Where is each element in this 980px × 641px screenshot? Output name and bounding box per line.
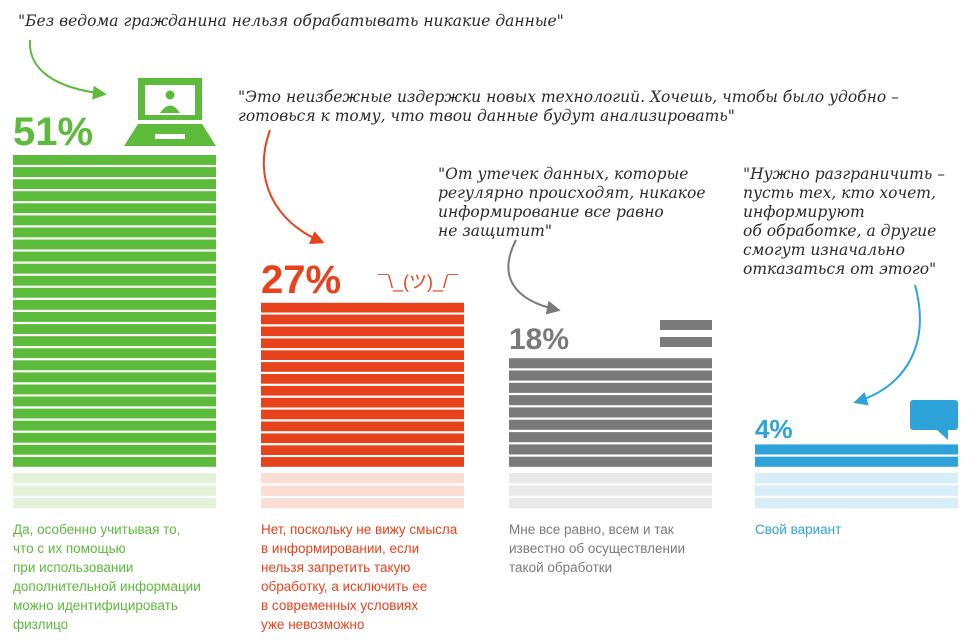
bar-1-ghost-stripe: [13, 498, 216, 509]
bar-2-stripe: [261, 374, 464, 384]
bar-1-stripe: [13, 155, 216, 165]
bar-2-ghost-stripe: [261, 473, 464, 484]
bar-1-ghost-stripe: [13, 485, 216, 496]
bar-4-stripe: [755, 456, 958, 467]
bar-1-stripe: [13, 263, 216, 274]
bar-2-stripe: [261, 421, 464, 432]
bar-2-stripe: [261, 397, 464, 408]
bar-1-stripe: [13, 275, 216, 286]
bar-1-stripe: [13, 372, 216, 383]
quote-3: "От утечек данных, которые регулярно про…: [438, 165, 706, 240]
bar-2-stripe: [261, 362, 464, 372]
bar-3-stripe: [509, 358, 712, 369]
arrow-quote-3: [507, 239, 561, 315]
speech-bubble-icon: [910, 400, 958, 440]
value-label-4: 4%: [755, 414, 793, 444]
bar-1-stripe: [13, 167, 216, 177]
arrow-quote-4: [853, 284, 921, 406]
bar-3-stripe: [509, 395, 712, 406]
bar-2-stripe: [261, 385, 464, 396]
bar-3-stripe: [509, 419, 712, 430]
bar-1-stripe: [13, 179, 216, 190]
bar-1-stripe: [13, 287, 216, 298]
bar-1-stripe: [13, 324, 216, 334]
quote-2: "Это неизбежные издержки новых технологи…: [238, 88, 899, 125]
laptop-person-icon: [124, 78, 216, 146]
bar-1-stripe: [13, 420, 216, 431]
arrow-quote-1: [28, 39, 107, 100]
bar-3-stripe: [509, 432, 712, 443]
bar-3-stripe: [509, 382, 712, 393]
quote-1: "Без ведома гражданина нельзя обрабатыва…: [18, 12, 564, 30]
value-label-2: 27%: [261, 258, 342, 302]
bar-1-ghost-stripe: [13, 473, 216, 484]
bar-1-stripe: [13, 336, 216, 347]
caption-1: Да, особенно учитывая то, что с их помощ…: [13, 522, 201, 632]
bar-1-stripe: [13, 456, 216, 467]
bar-1-stripe: [13, 348, 216, 359]
bar-3-stripe: [509, 407, 712, 418]
bar-3-stripe: [509, 456, 712, 467]
bar-2-stripe: [261, 314, 464, 325]
emoticon-shrug: ¯\_(ツ)_/¯: [378, 272, 458, 292]
arrow-quote-2: [262, 129, 325, 245]
bar-2-stripe: [261, 326, 464, 337]
bar-1-stripe: [13, 432, 216, 443]
bar-1-stripe: [13, 227, 216, 238]
bar-2-stripe: [261, 350, 464, 360]
bar-1-stripe: [13, 215, 216, 226]
bar-4-ghost-stripe: [755, 473, 958, 484]
bar-1-stripe: [13, 396, 216, 407]
bar-2-ghost-stripe: [261, 485, 464, 496]
bar-2-stripe: [261, 457, 464, 467]
bar-1-stripe: [13, 444, 216, 455]
bar-1-stripe: [13, 191, 216, 202]
bar-1-stripe: [13, 312, 216, 322]
bar-3-stripe: [509, 444, 712, 455]
caption-2: Нет, поскольку не вижу смысла в информир…: [261, 522, 458, 632]
bar-3-ghost-stripe: [509, 498, 712, 509]
bar-2-stripe: [261, 409, 464, 420]
quote-4: "Нужно разграничить – пусть тех, кто хоч…: [743, 165, 945, 278]
equals-icon: [660, 320, 712, 347]
bar-4-ghost-stripe: [755, 498, 958, 509]
bar-3-stripe: [509, 370, 712, 381]
bar-3-ghost-stripe: [509, 485, 712, 496]
bar-1-stripe: [13, 360, 216, 371]
bar-4-ghost-stripe: [755, 485, 958, 496]
bar-1-stripe: [13, 408, 216, 419]
bar-1-stripe: [13, 239, 216, 250]
bar-2-stripe: [261, 445, 464, 455]
bar-1-stripe: [13, 384, 216, 395]
bar-1-stripe: [13, 203, 216, 214]
value-label-3: 18%: [509, 323, 570, 356]
bar-2-stripe: [261, 338, 464, 349]
bar-1-stripe: [13, 299, 216, 310]
bar-4-stripe: [755, 444, 958, 455]
caption-4: Свой вариант: [755, 522, 842, 537]
bar-3-ghost-stripe: [509, 473, 712, 484]
value-label-1: 51%: [13, 110, 94, 154]
bar-2-stripe: [261, 302, 464, 313]
bar-2-ghost-stripe: [261, 498, 464, 509]
bar-2-stripe: [261, 433, 464, 444]
caption-3: Мне все равно, всем и так известно об ос…: [509, 522, 686, 575]
bar-1-stripe: [13, 251, 216, 262]
